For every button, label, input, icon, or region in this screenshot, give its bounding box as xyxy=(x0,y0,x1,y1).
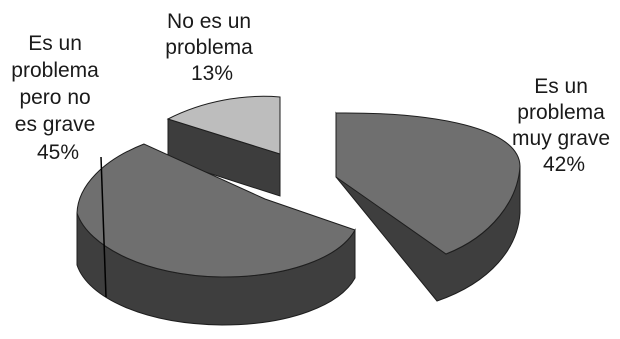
label-pero-no-es-grave-line-4: es grave xyxy=(15,113,96,136)
label-no-es-un-problema-line-2: problema xyxy=(165,36,253,59)
label-muy-grave-line-1: Es un xyxy=(534,75,588,98)
label-pero-no-es-grave-line-2: problema xyxy=(11,59,99,82)
label-pero-no-es-grave-line-1: Es un xyxy=(28,32,82,55)
leader-line-pero-no-es-grave xyxy=(100,156,107,298)
label-pero-no-es-grave: Es un problema pero no es grave 45% xyxy=(11,32,104,164)
label-no-es-un-problema: No es un problema 13% xyxy=(165,10,258,85)
label-pero-no-es-grave-line-5: 45% xyxy=(37,141,79,164)
label-muy-grave-line-2: problema xyxy=(517,101,605,124)
label-muy-grave: Es un problema muy grave 42% xyxy=(512,75,616,176)
pie-slice-no-es-un-problema-top xyxy=(166,95,281,155)
label-no-es-un-problema-line-1: No es un xyxy=(167,10,251,33)
label-muy-grave-line-3: muy grave xyxy=(512,127,610,150)
label-muy-grave-line-4: 42% xyxy=(543,153,585,176)
pie-slice-no-es-un-problema xyxy=(166,95,281,197)
pie-slice-muy-grave xyxy=(335,111,521,302)
label-no-es-un-problema-line-3: 13% xyxy=(191,62,233,85)
pie-slice-muy-grave-top xyxy=(335,112,521,255)
label-pero-no-es-grave-line-3: pero no xyxy=(19,86,90,109)
